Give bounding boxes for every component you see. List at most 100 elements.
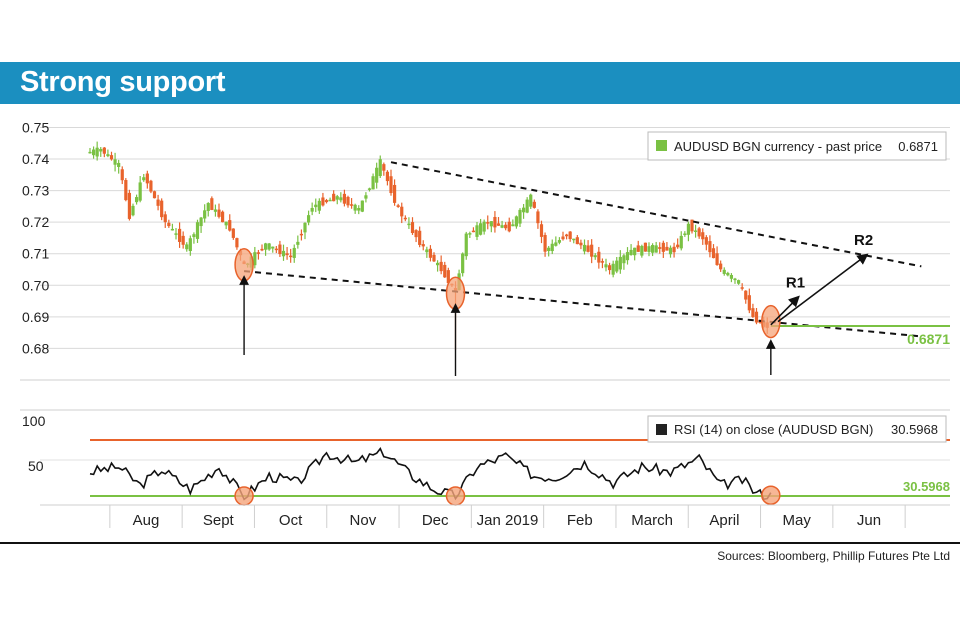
candle-body (95, 147, 99, 157)
candle-body (539, 224, 544, 237)
title-bar: Strong support (0, 62, 960, 104)
candle-body (160, 200, 164, 218)
candle-body (131, 205, 135, 216)
candle-body (525, 199, 529, 213)
x-tick-label: March (631, 512, 673, 529)
price-y-tick-label: 0.70 (22, 277, 49, 293)
candle-body (106, 154, 110, 157)
candle-body (231, 228, 235, 238)
x-tick-label: Feb (567, 512, 593, 529)
candle-body (220, 211, 225, 223)
x-tick-label: May (783, 512, 812, 529)
candle-body (550, 243, 554, 252)
candle-body (210, 198, 214, 210)
candle-body (754, 311, 759, 323)
candle-body (564, 234, 569, 237)
candle-body (586, 245, 590, 252)
candle-body (708, 241, 712, 253)
candle-body (482, 221, 486, 232)
candle-body (124, 180, 128, 201)
price-y-tick-label: 0.71 (22, 246, 49, 262)
candle-body (425, 249, 429, 253)
price-legend-swatch (656, 140, 667, 151)
target-label: R2 (854, 232, 873, 249)
candle-body (274, 248, 278, 251)
price-legend-box (647, 131, 947, 161)
candle-body (346, 196, 350, 206)
candle-body (392, 184, 397, 203)
candle-body (281, 250, 286, 257)
candle-body (719, 263, 723, 270)
chart-title: Strong support (20, 66, 226, 98)
candle-body (693, 230, 698, 232)
rsi-highlighted-low-marker (761, 485, 781, 505)
candle-body (536, 211, 540, 224)
candle-body (292, 247, 296, 258)
candle-body (317, 200, 321, 211)
candle-body (328, 199, 332, 202)
candle-body (729, 274, 734, 279)
candle-body (722, 269, 726, 274)
candle-body (120, 169, 124, 181)
candle-body (203, 210, 207, 219)
candle-body (582, 244, 587, 252)
candle-body (676, 244, 680, 248)
candle-body (514, 216, 519, 227)
candle-body (142, 177, 146, 181)
candle-body (435, 262, 440, 266)
candle-body (396, 205, 400, 207)
candle-body (224, 221, 228, 226)
x-tick-label: Dec (422, 512, 449, 529)
candle-body (260, 248, 264, 251)
candle-body (228, 220, 232, 231)
candle-body (600, 261, 605, 263)
rsi-legend: RSI (14) on close (AUDUSD BGN) 30.5968 (647, 415, 947, 443)
candle-body (622, 255, 626, 264)
candle-body (658, 247, 662, 249)
candle-body (647, 246, 651, 252)
candle-body (99, 149, 103, 152)
candle-body (360, 200, 364, 212)
candle-body (185, 244, 189, 250)
candle-body (500, 225, 504, 228)
candle-body (593, 255, 597, 258)
price-y-tick-label: 0.72 (22, 214, 49, 230)
candle-body (561, 236, 565, 240)
candle-body (163, 214, 167, 223)
price-panel: 0.75 0.74 0.73 0.72 0.71 0.70 0.69 0.68 0.6871 R1… (22, 119, 950, 376)
candle-body (604, 264, 608, 268)
x-tick-label: Oct (279, 512, 303, 529)
candle-body (690, 219, 694, 232)
candle-body (751, 308, 755, 317)
candle-body (683, 233, 687, 236)
candle-body (389, 176, 393, 194)
candle-body (421, 244, 425, 247)
candle-body (740, 287, 744, 289)
candle-body (686, 223, 691, 235)
x-tick-label: Jun (857, 512, 881, 529)
rsi-legend-value: 30.5968 (891, 422, 938, 437)
candle-body (633, 247, 637, 256)
highlighted-low-marker (234, 248, 254, 282)
candle-body (324, 200, 329, 203)
candle-body (418, 230, 422, 245)
rsi-highlighted-low-marker (234, 486, 254, 506)
candle-body (188, 238, 192, 252)
candle-body (643, 242, 648, 252)
rsi-legend-label: RSI (14) on close (AUDUSD BGN) (674, 422, 873, 437)
candle-body (310, 207, 314, 212)
candle-body (303, 222, 307, 233)
candle-body (464, 233, 468, 257)
candle-body (371, 176, 375, 190)
rsi-y-tick-label: 50 (28, 458, 44, 474)
price-y-tick-label: 0.75 (22, 119, 49, 135)
rsi-legend-swatch (656, 424, 667, 435)
candle-body (364, 195, 368, 199)
candle-body (489, 221, 493, 227)
price-y-tick-label: 0.74 (22, 151, 49, 167)
candle-body (471, 230, 476, 233)
candle-body (213, 209, 218, 212)
candle-body (177, 228, 182, 242)
candle-body (590, 244, 594, 257)
